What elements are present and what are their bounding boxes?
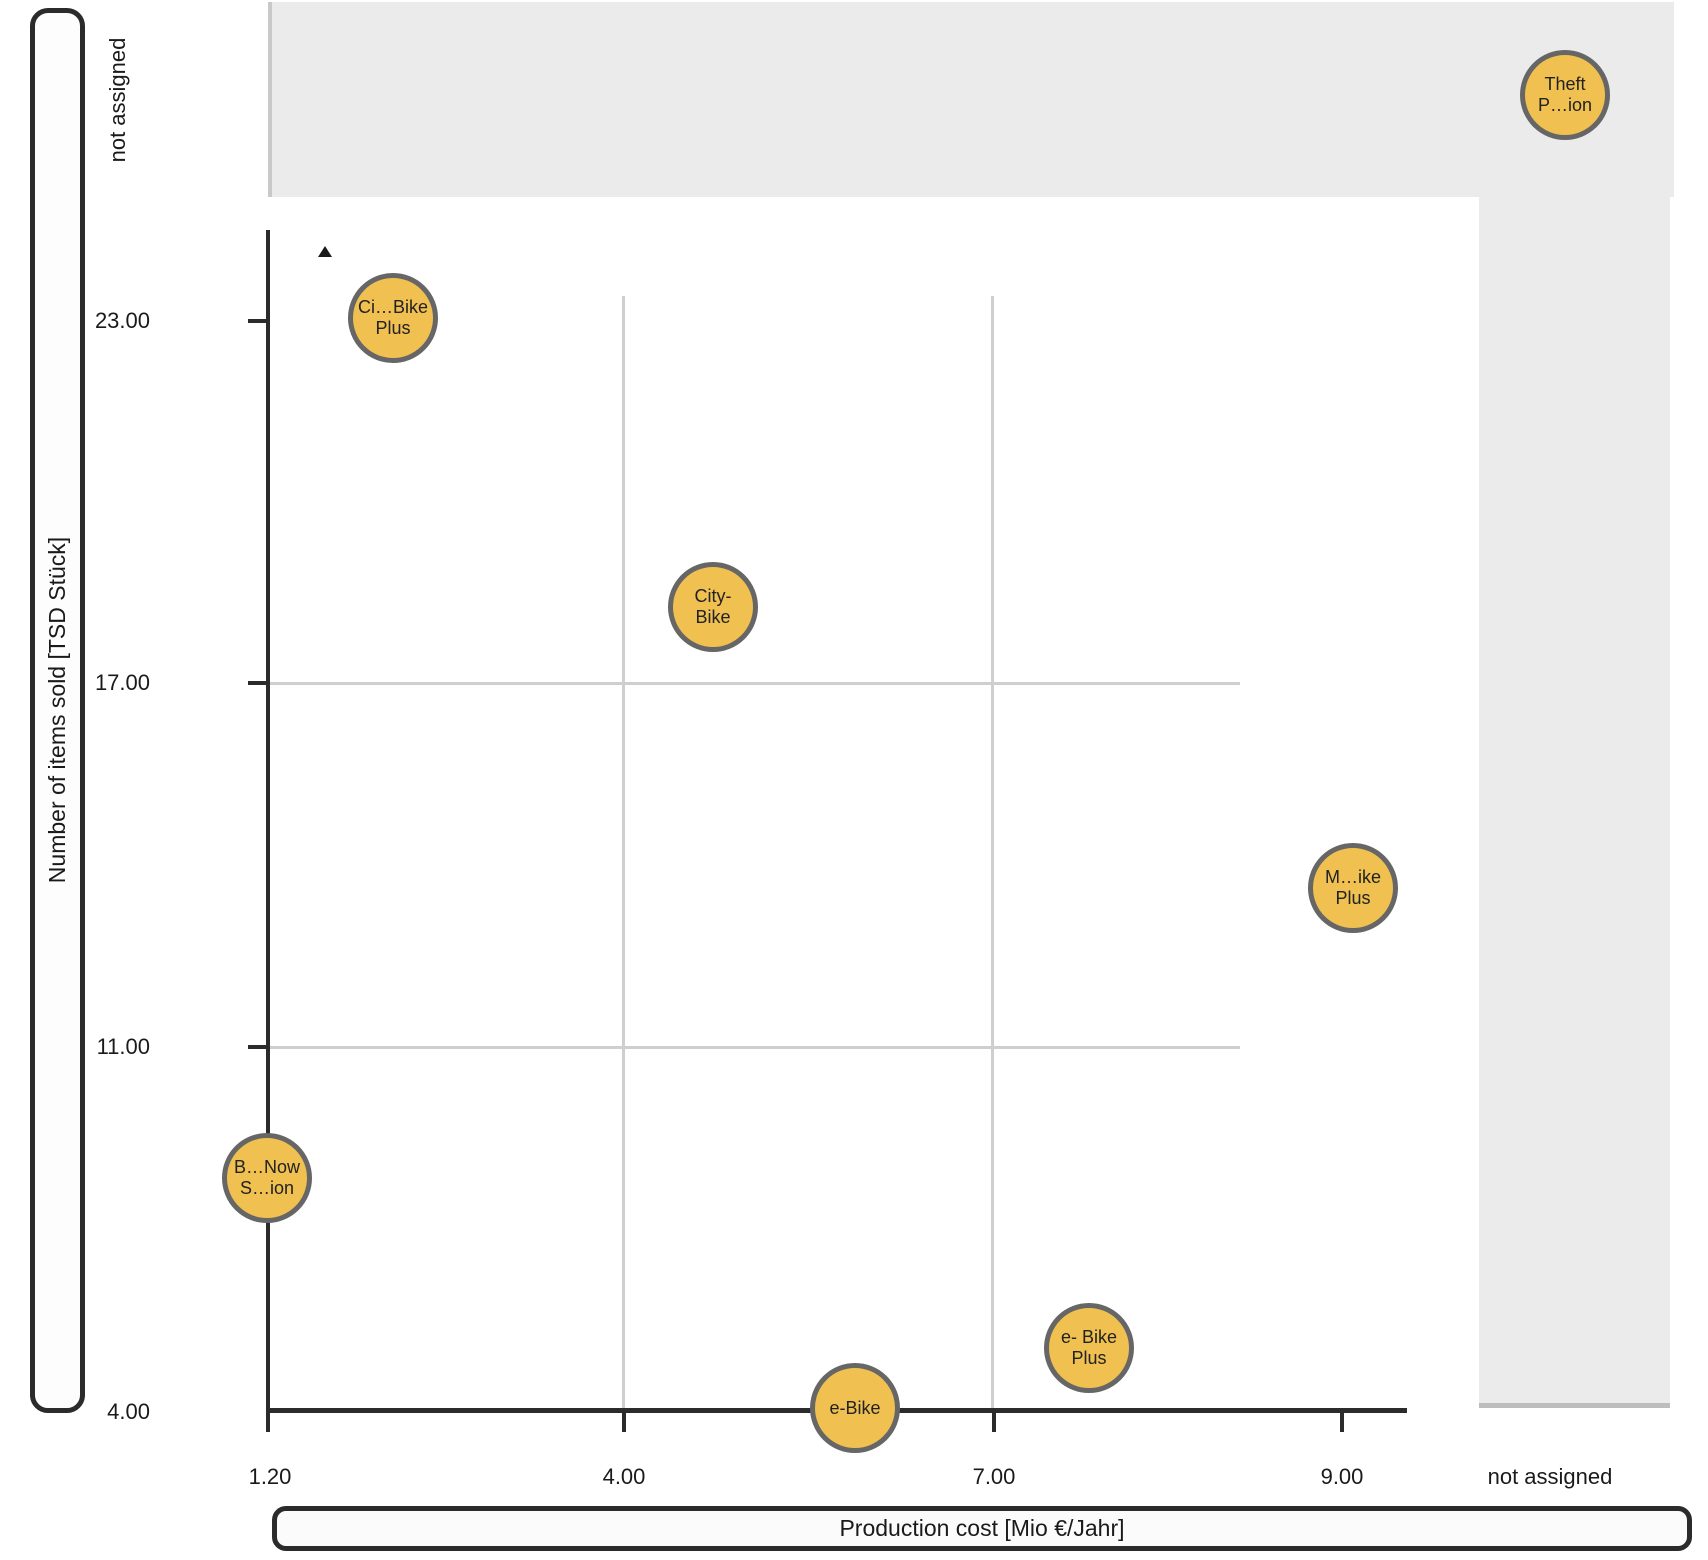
not-assigned-band-top [268,2,1674,197]
bubble-label: B…Now [233,1157,300,1177]
x-tick-label-9: 9.00 [1320,1464,1364,1489]
bubble-label: Plus [375,318,411,338]
x-axis-title-box: Production cost [Mio €/Jahr] [272,1506,1692,1551]
bubble-label: Plus [1335,888,1371,908]
x-tick-label-4: 4.00 [602,1464,646,1489]
gridline-y-17 [270,682,1240,685]
x-tick-7 [992,1413,996,1432]
bubble-m-ike-plus[interactable]: M…ike Plus [1308,843,1398,933]
bubble-city-bike[interactable]: City- Bike [668,562,758,652]
y-tick-label-11: 11.00 [96,1034,150,1059]
y-axis-title: Number of items sold [TSD Stück] [44,536,70,884]
x-tick-9 [1340,1413,1344,1432]
triangle-marker-icon [318,246,332,257]
bubble-e-bike[interactable]: e-Bike [810,1363,900,1453]
gridline-x-7 [991,296,994,1408]
bubble-label: S…ion [239,1178,295,1198]
bubble-label: Ci…Bike [357,297,428,317]
gridline-x-4 [622,296,625,1408]
x-tick-label-7: 7.00 [972,1464,1016,1489]
x-axis-title: Production cost [Mio €/Jahr] [839,1515,1125,1541]
x-tick-label-1-20: 1.20 [248,1464,292,1489]
bubble-b-now-s-ion[interactable]: B…Now S…ion [222,1133,312,1223]
x-tick-4 [622,1413,626,1432]
y-axis-line [266,230,270,1432]
y-tick-11 [248,1045,268,1049]
bubble-label: P…ion [1537,95,1593,115]
y-tick-label-17: 17.00 [94,670,150,695]
bubble-label: e- Bike [1060,1327,1118,1347]
gridline-y-11 [270,1046,1240,1049]
bubble-e-bike-plus[interactable]: e- Bike Plus [1044,1303,1134,1393]
bubble-label: Plus [1071,1348,1107,1368]
bubble-label: M…ike [1324,867,1381,887]
x-tick-1-20 [266,1413,270,1432]
x-not-assigned-label: not assigned [1487,1464,1613,1489]
y-axis-title-box [30,8,85,1413]
y-tick-23 [248,319,268,323]
bubble-theft-p-ion[interactable]: Theft P…ion [1520,50,1610,140]
y-tick-17 [248,681,268,685]
not-assigned-band-right [1479,2,1670,1408]
bubble-label: Bike [695,607,731,627]
y-tick-label-23: 23.00 [94,308,150,333]
bubble-label: Theft [1544,74,1586,94]
bubble-label: City- [694,586,732,606]
y-tick-label-4: 4.00 [107,1399,150,1424]
y-not-assigned-label: not assigned [105,37,130,163]
bubble-ci-bike-plus[interactable]: Ci…Bike Plus [348,273,438,363]
bubble-label: e-Bike [829,1397,881,1418]
